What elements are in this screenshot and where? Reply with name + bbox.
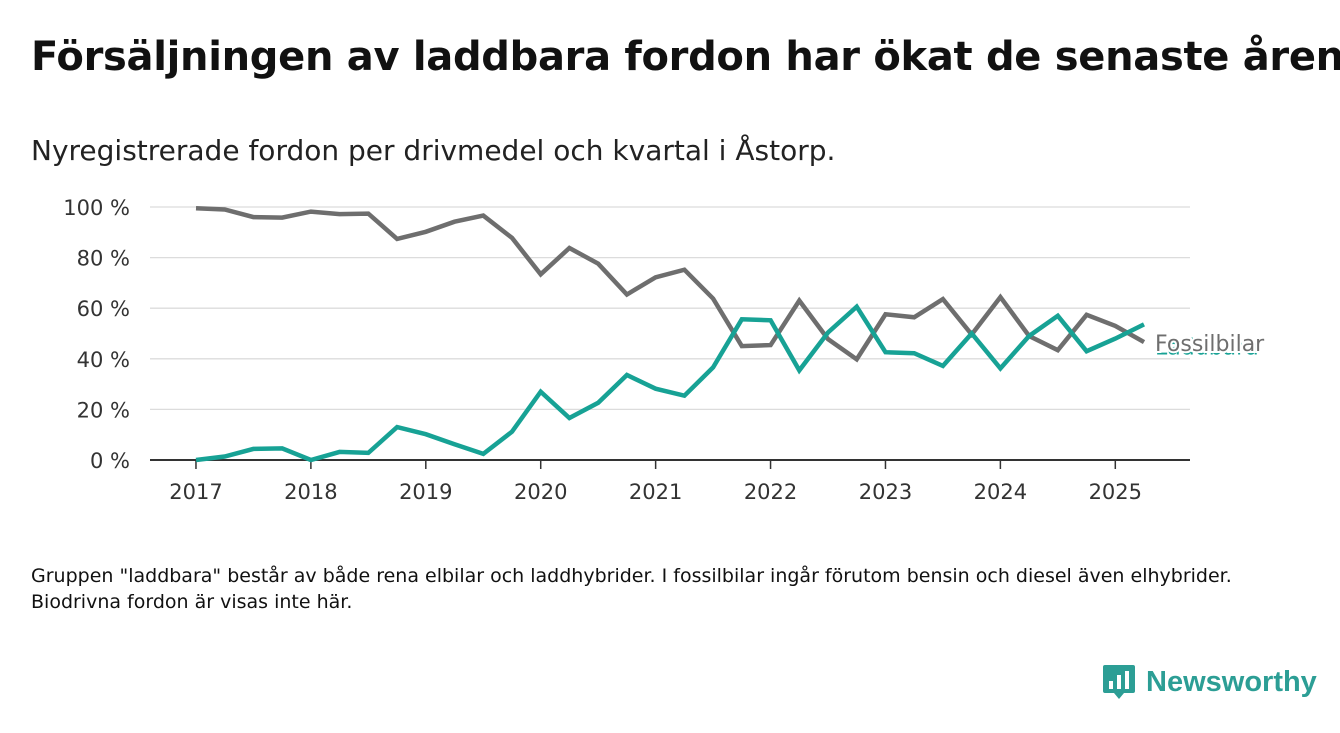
x-tick-label: 2021 xyxy=(629,480,682,504)
x-tick-label: 2024 xyxy=(974,480,1027,504)
y-tick-label: 20 % xyxy=(77,398,130,422)
y-tick-label: 100 % xyxy=(63,196,130,220)
x-tick-label: 2017 xyxy=(169,480,222,504)
chart-title: Försäljningen av laddbara fordon har öka… xyxy=(31,34,1340,80)
x-tick-label: 2022 xyxy=(744,480,797,504)
x-axis: 2017 2018 2019 2020 2021 2022 2023 2024 2025 xyxy=(150,459,1190,504)
series-label-fossilbilar: Fossilbilar xyxy=(1155,332,1265,357)
x-tick-label: 2018 xyxy=(284,480,337,504)
line-chart: 0 % 20 % 40 % 60 % 80 % 100 % 2017 2018 2019 202… xyxy=(63,196,1267,504)
series-lines xyxy=(195,206,1146,463)
x-tick-label: 2023 xyxy=(859,480,912,504)
footnote: Gruppen "laddbara" består av både rena e… xyxy=(31,565,1232,613)
series-label-laddbara: Laddbara xyxy=(1155,335,1259,360)
x-tick-label: 2020 xyxy=(514,480,567,504)
gridlines xyxy=(150,206,1190,411)
newsworthy-logo-text: Newsworthy xyxy=(1146,665,1317,698)
y-tick-label: 60 % xyxy=(77,297,130,321)
y-tick-label: 80 % xyxy=(77,247,130,271)
y-tick-label: 0 % xyxy=(90,449,130,473)
y-axis-ticks: 0 % 20 % 40 % 60 % 80 % 100 % xyxy=(63,196,130,473)
series-line-fossilbilar xyxy=(195,206,1146,363)
newsworthy-logo: Newsworthy xyxy=(1102,662,1317,702)
newsworthy-logo-icon xyxy=(1103,665,1135,699)
x-tick-label: 2019 xyxy=(399,480,452,504)
x-tick-label: 2025 xyxy=(1089,480,1142,504)
series-line-laddbara xyxy=(195,303,1145,463)
y-tick-label: 40 % xyxy=(77,348,130,372)
chart-subtitle: Nyregistrerade fordon per drivmedel och … xyxy=(31,134,836,167)
